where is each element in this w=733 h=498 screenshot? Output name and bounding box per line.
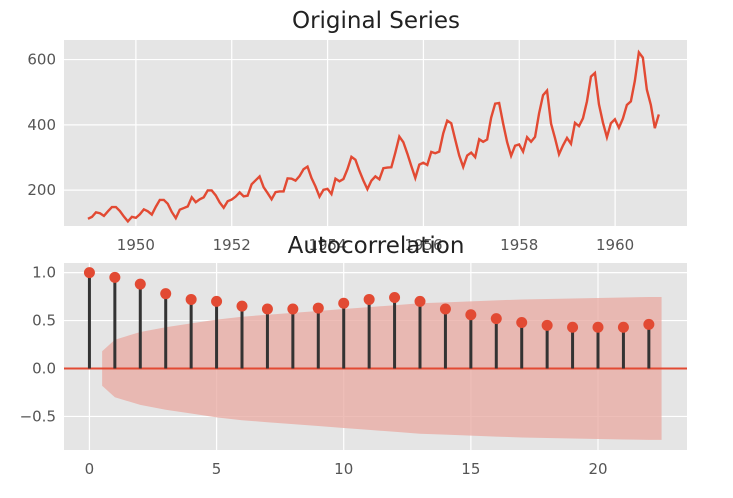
x-tick-label: 1956: [404, 236, 442, 254]
y-tick-label: 200: [27, 181, 56, 199]
y-tick-label: 600: [27, 51, 56, 69]
x-tick-label: 5: [212, 460, 222, 478]
x-tick-label: 1954: [308, 236, 346, 254]
x-tick-label: 20: [588, 460, 607, 478]
acf-marker: [439, 303, 451, 315]
original-series-plot-area: [64, 40, 687, 226]
acf-marker: [185, 293, 197, 305]
acf-marker: [109, 271, 121, 283]
x-tick-label: 1952: [213, 236, 251, 254]
acf-marker: [261, 303, 273, 315]
acf-marker: [338, 297, 350, 309]
autocorrelation-chart: 0 5 10 15 20 1.0 0.5 0.0 −0.5 Autocorrelation: [20, 233, 687, 478]
acf-marker: [287, 303, 299, 315]
acf-marker: [643, 318, 655, 330]
autocorrelation-title: Autocorrelation: [288, 233, 465, 259]
y-tick-label: 400: [27, 116, 56, 134]
x-tick-label: 0: [85, 460, 95, 478]
y-tick-label: 0.5: [32, 312, 56, 330]
x-tick-label: 10: [334, 460, 353, 478]
acf-marker: [465, 309, 477, 321]
acf-marker: [592, 321, 604, 333]
acf-marker: [134, 278, 146, 290]
acf-marker: [389, 292, 401, 304]
acf-marker: [363, 293, 375, 305]
original-series-title: Original Series: [292, 8, 460, 34]
acf-marker: [567, 321, 579, 333]
y-tick-label: 1.0: [32, 264, 56, 282]
x-tick-label: 1950: [117, 236, 155, 254]
x-tick-label: 1958: [500, 236, 538, 254]
acf-marker: [83, 267, 95, 279]
acf-marker: [414, 295, 426, 307]
acf-marker: [312, 302, 324, 314]
acf-marker: [236, 300, 248, 312]
x-tick-label: 1960: [596, 236, 634, 254]
acf-marker: [617, 321, 629, 333]
acf-marker: [160, 288, 172, 300]
original-series-line: [87, 49, 660, 224]
y-tick-label: −0.5: [20, 407, 56, 425]
acf-marker: [490, 313, 502, 325]
acf-marker: [516, 316, 528, 328]
acf-marker: [211, 295, 223, 307]
acf-marker: [541, 319, 553, 331]
y-tick-label: 0.0: [32, 359, 56, 377]
x-tick-label: 15: [461, 460, 480, 478]
original-series-chart: 1950 1952 1954 1956 1958 1960 200 400 600 Origin…: [27, 8, 687, 254]
